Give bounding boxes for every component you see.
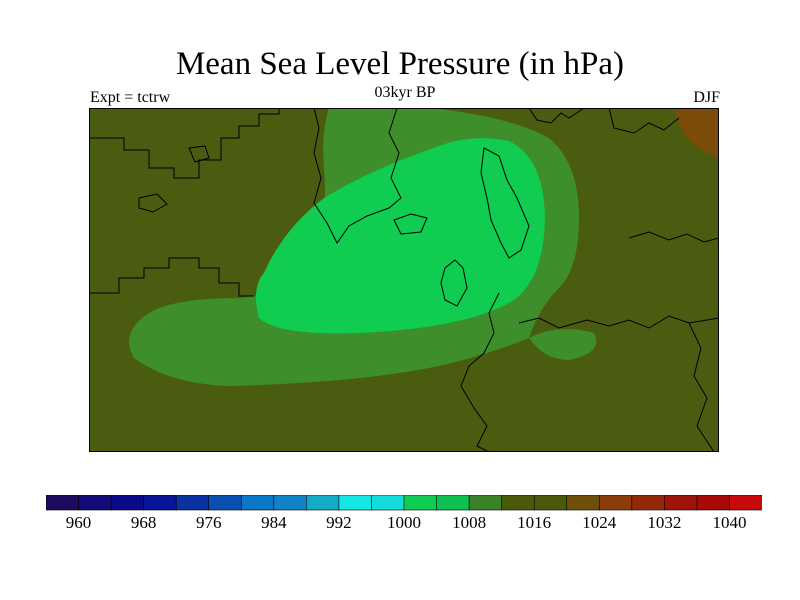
colorbar-cells [46,495,762,511]
coastline-north-america [89,108,280,297]
colorbar-cell [468,495,503,511]
coastlines [89,108,719,452]
colorbar-cell [208,495,242,511]
colorbar-cell [533,495,568,511]
time-label: 03kyr BP [374,84,436,101]
colorbar-cell [566,495,600,511]
colorbar-cell [175,495,210,511]
colorbar-cell [436,495,470,511]
colorbar-cell [598,495,633,511]
colorbar-cell [143,495,177,511]
colorbar-label: 1032 [647,513,681,532]
colorbar-cell [371,495,405,511]
pressure-core-1000 [255,138,545,334]
colorbar-label: 984 [261,513,287,532]
colorbar-label: 1000 [387,513,421,532]
colorbar-label: 1016 [517,513,551,532]
coastline-arctic-islands [138,108,719,243]
map-title: Mean Sea Level Pressure (in hPa) [175,46,625,82]
pressure-band-1008-south [529,329,597,360]
coastline-iceland [393,213,428,235]
colorbar-cell [273,495,308,511]
colorbar-cell [729,495,762,511]
colorbar-label: 960 [66,513,92,532]
colorbar-cell [240,495,275,511]
colorbar-label: 976 [196,513,222,532]
coastline-greenland [313,108,402,244]
colorbar-label: 968 [131,513,157,532]
colorbar-label: 992 [326,513,352,532]
colorbar-cell [631,495,666,511]
colorbar-cell [501,495,535,511]
season-label: DJF [693,89,720,106]
coastline-british-isles [440,259,468,307]
colorbar-labels: 960 968 976 984 992 1000 1008 1016 1024 1032 1040 [66,513,747,532]
colorbar-cell [664,495,698,511]
colorbar-cell [338,495,373,511]
colorbar-cell [306,495,340,511]
colorbar-cell [403,495,438,511]
colorbar-label: 1040 [712,513,746,532]
colorbar-cell [110,495,145,511]
colorbar-cell [78,495,112,511]
colorbar-cell [696,495,731,511]
coastline-scandinavia [480,147,530,259]
colorbar-label: 1024 [582,513,617,532]
high-pressure-region-1024 [674,108,719,158]
pressure-map [89,108,719,452]
colorbar: 960 968 976 984 992 1000 1008 1016 1024 1032 1040 [46,495,762,532]
coastline-europe-africa [460,292,719,452]
experiment-label: Expt = tctrw [90,89,171,106]
colorbar-cell [46,495,80,511]
map-frame [89,108,719,452]
colorbar-label: 1008 [452,513,486,532]
